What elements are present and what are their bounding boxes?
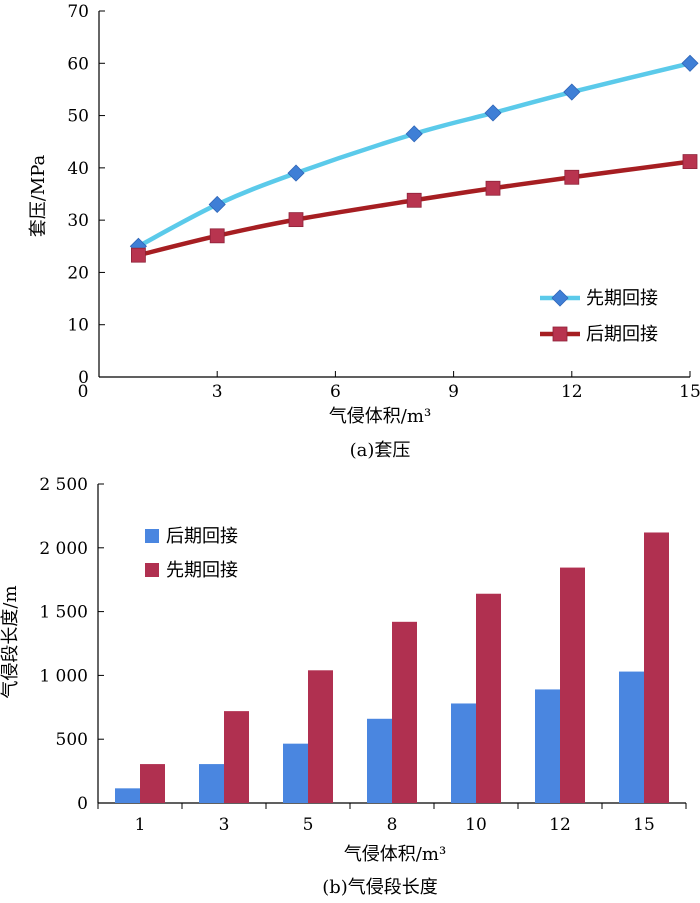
chart-a-series-point-2 xyxy=(406,192,422,208)
chart-a-x-tick-label: 9 xyxy=(448,382,459,402)
chart-b-bar-1 xyxy=(619,671,644,803)
chart-b-legend-swatch xyxy=(145,563,159,577)
chart-a-y-tick-label: 10 xyxy=(67,316,89,336)
chart-b-x-tick-label: 12 xyxy=(549,815,571,835)
chart-b-bars xyxy=(115,532,669,803)
chart-b-bar-2 xyxy=(560,567,585,803)
chart-b-y-tick-label: 0 xyxy=(77,794,88,814)
chart-b-x-tick-label: 3 xyxy=(219,815,230,835)
chart-b-y-tick-label: 1 000 xyxy=(39,666,88,686)
chart-a-legend-label: 先期回接 xyxy=(586,288,658,309)
chart-a-y-tick-label: 70 xyxy=(67,2,89,22)
chart-a-y-tick-label: 40 xyxy=(67,159,89,179)
chart-b-x-tick-label: 1 xyxy=(135,815,146,835)
chart-b-axes: 0 500 1 000 1 500 2 000 2 500 1 3 5 8 10 12 15 xyxy=(39,475,687,835)
chart-a-xlabel: 气侵体积/m³ xyxy=(329,406,431,427)
chart-b-x-tick-label: 10 xyxy=(465,815,487,835)
chart-b-y-tick-label: 2 500 xyxy=(39,475,88,495)
chart-b-bar-1 xyxy=(535,689,560,803)
chart-b-ylabel: 气侵段长度/m xyxy=(0,585,21,698)
chart-a-series-point-2 xyxy=(288,212,304,228)
chart-b-y-tick-label: 500 xyxy=(56,730,88,750)
chart-b-bar-1 xyxy=(115,788,140,803)
chart-b-y-tick-label: 2 000 xyxy=(39,539,88,559)
chart-b-caption: (b)气侵段长度 xyxy=(322,877,438,898)
gas-section-length-bar-chart: 0 500 1 000 1 500 2 000 2 500 1 3 5 8 10 12 15 后期回接先… xyxy=(0,475,687,898)
chart-b-bar-2 xyxy=(476,593,501,803)
chart-a-series-point-2 xyxy=(130,247,146,263)
chart-a-series-point-2 xyxy=(209,228,225,244)
chart-b-xlabel: 气侵体积/m³ xyxy=(344,844,446,865)
chart-a-series-point-2 xyxy=(485,180,501,196)
chart-b-legend-swatch xyxy=(145,529,159,543)
chart-a-series-point-2 xyxy=(682,154,698,169)
chart-a-y-tick-label: 60 xyxy=(67,54,89,74)
chart-a-y-tick-label: 50 xyxy=(67,107,89,127)
chart-b-bar-1 xyxy=(451,703,476,803)
chart-b-y-tick-label: 1 500 xyxy=(39,603,88,623)
chart-a-legend-marker xyxy=(551,289,569,307)
chart-b-bar-2 xyxy=(644,532,669,803)
chart-a-legend-label: 后期回接 xyxy=(586,324,658,345)
chart-a-caption: (a)套压 xyxy=(350,440,411,461)
chart-b-bar-1 xyxy=(367,718,392,803)
chart-b-bar-2 xyxy=(392,621,417,803)
chart-a-series-line-1 xyxy=(136,61,693,249)
chart-a-x-tick-label: 15 xyxy=(679,382,700,402)
chart-a-series-point-1 xyxy=(563,83,581,101)
chart-a-series-point-1 xyxy=(681,54,699,72)
chart-b-x-tick-label: 8 xyxy=(387,815,398,835)
chart-a-series-point-1 xyxy=(484,104,502,122)
chart-a-series xyxy=(129,54,699,263)
chart-b-bar-2 xyxy=(224,711,249,803)
chart-b-bar-2 xyxy=(140,764,165,803)
chart-a-x-tick-label: 0 xyxy=(78,382,89,402)
chart-a-y-tick-label: 20 xyxy=(67,263,89,283)
chart-a-x-tick-label: 12 xyxy=(561,382,583,402)
chart-b-bar-1 xyxy=(199,764,224,803)
chart-a-series-point-2 xyxy=(564,169,580,185)
chart-a-y-tick-label: 0 xyxy=(78,368,89,388)
chart-b-x-tick-label: 5 xyxy=(303,815,314,835)
chart-b-x-tick-label: 15 xyxy=(633,815,655,835)
chart-a-x-tick-label: 6 xyxy=(330,382,341,402)
chart-b-legend-label: 先期回接 xyxy=(166,560,238,581)
chart-b-bar-2 xyxy=(308,670,333,803)
chart-a-legend-marker xyxy=(552,326,568,342)
chart-a-axes: 0 10 20 30 40 50 60 70 0 3 6 9 12 15 xyxy=(67,2,700,402)
chart-a-y-tick-label: 30 xyxy=(67,211,89,231)
chart-b-legend-label: 后期回接 xyxy=(166,526,238,547)
chart-a-series-point-1 xyxy=(208,195,226,214)
chart-a-x-tick-label: 3 xyxy=(212,382,223,402)
chart-a-ylabel: 套压/MPa xyxy=(28,154,49,237)
chart-a-series-point-1 xyxy=(287,164,305,182)
chart-b-bar-1 xyxy=(283,743,308,803)
chart-a-series-point-1 xyxy=(405,125,423,143)
